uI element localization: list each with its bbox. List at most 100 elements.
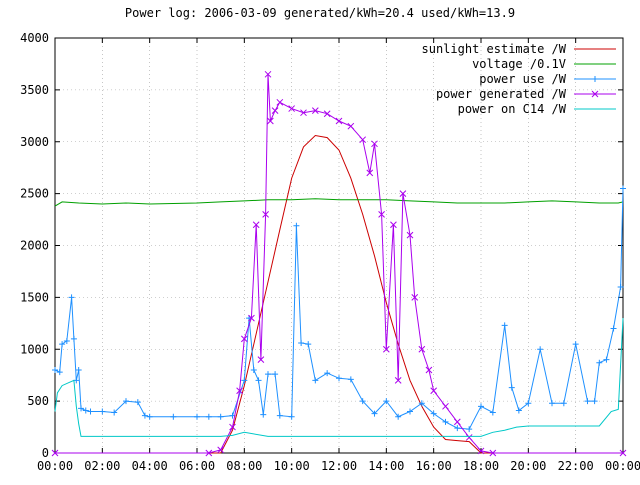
data-point-power-use-w [59,341,66,348]
legend-label: sunlight estimate /W [422,42,567,56]
data-point-power-use-w [336,375,342,382]
data-point-power-generated-w [252,221,260,229]
x-tick-label: 20:00 [510,459,546,473]
data-point-power-use-w [591,398,598,405]
data-point-power-use-w [141,412,148,419]
data-point-power-generated-w [390,221,397,229]
data-point-power-generated-w [359,136,367,144]
data-point-power-use-w [111,409,118,416]
data-point-power-use-w [596,359,603,366]
data-point-power-use-w [70,335,77,342]
x-tick-label: 00:00 [37,459,73,473]
data-point-power-use-w [525,400,532,407]
y-tick-label: 3500 [20,83,49,97]
data-point-power-use-w [603,356,610,363]
data-point-power-generated-w [267,117,274,125]
data-point-power-use-w [298,340,305,347]
data-point-power-use-w [123,398,129,405]
data-point-power-use-w [170,413,177,420]
data-point-power-use-w [560,400,567,407]
data-point-power-generated-w [248,314,255,322]
series-line-power-on-c14-w [54,318,624,437]
data-point-power-use-w [501,322,508,329]
y-tick-label: 1500 [20,290,49,304]
data-point-power-use-w [395,413,402,420]
data-point-power-generated-w [489,449,497,457]
data-point-power-use-w [82,407,89,414]
legend-label: power use /W [479,72,566,86]
data-point-power-use-w [508,384,515,391]
data-point-power-generated-w [217,446,225,454]
data-point-power-generated-w [394,377,402,384]
data-point-power-use-w [324,370,331,377]
x-tick-label: 10:00 [274,459,310,473]
data-point-power-use-w [205,413,212,420]
data-point-power-use-w [489,409,496,416]
data-point-power-use-w [288,413,295,420]
data-point-power-use-w [537,346,544,353]
data-point-power-use-w [430,410,437,417]
x-tick-label: 08:00 [226,459,262,473]
data-point-power-use-w [478,403,484,410]
data-point-power-generated-w [264,70,272,78]
data-point-power-use-w [305,341,312,348]
data-point-power-generated-w [229,423,236,431]
data-point-power-generated-w [411,294,419,301]
data-point-power-use-w [610,325,617,332]
data-point-power-use-w [383,398,390,405]
data-point-power-use-w [68,294,75,301]
data-point-power-use-w [260,411,267,418]
data-point-power-use-w [52,367,58,373]
data-point-power-use-w [359,398,366,405]
x-tick-label: 22:00 [558,459,594,473]
data-point-power-generated-w [425,366,433,374]
data-point-power-use-w [276,412,283,419]
data-point-power-generated-w [271,107,279,114]
x-tick-label: 06:00 [179,459,215,473]
data-point-power-generated-w [366,169,374,177]
data-point-power-generated-w [430,387,438,395]
data-point-power-use-w [272,371,279,378]
data-point-power-generated-w [51,449,59,457]
y-tick-label: 1000 [20,342,49,356]
data-point-power-generated-w [399,190,407,197]
series-line-sunlight-estimate-w [55,134,623,454]
data-point-power-generated-w [453,418,461,426]
data-point-power-generated-w [418,345,426,353]
data-point-power-use-w [620,185,626,192]
data-point-power-generated-w [262,211,269,218]
data-point-power-use-w [265,371,271,378]
data-point-power-generated-w [323,110,331,118]
data-point-power-use-w [146,413,153,420]
data-point-power-generated-w [378,211,385,218]
data-point-power-generated-w [382,345,390,353]
data-point-power-use-w [347,376,354,383]
data-point-power-generated-w [205,449,213,457]
data-point-power-use-w [515,407,522,414]
data-point-power-use-w [56,369,63,376]
series-line-power-use-w [54,188,624,430]
data-point-power-generated-w [257,356,265,363]
data-point-power-use-w [255,377,262,384]
data-point-power-use-w [134,399,141,406]
legend-marker [591,90,599,98]
x-tick-label: 16:00 [416,459,452,473]
data-point-power-use-w [241,377,248,384]
data-point-power-generated-w [619,449,627,457]
data-point-power-generated-w [240,335,248,343]
x-tick-label: 14:00 [368,459,404,473]
data-point-power-generated-w [347,122,355,130]
x-tick-label: 18:00 [463,459,499,473]
data-point-power-use-w [75,367,82,373]
legend-marker [592,76,598,82]
data-point-power-use-w [418,400,425,407]
data-point-power-generated-w [477,447,485,455]
data-point-power-use-w [293,222,300,229]
data-point-power-generated-w [276,98,284,106]
data-point-power-generated-w [236,387,243,395]
data-point-power-use-w [442,418,449,425]
data-point-power-use-w [407,408,413,415]
legend-label: voltage /0.1V [472,57,566,71]
